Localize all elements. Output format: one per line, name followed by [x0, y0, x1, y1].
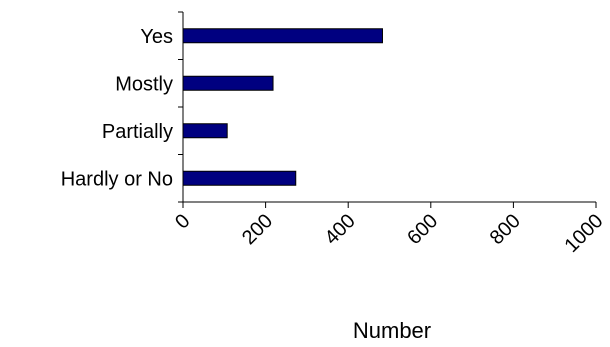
category-label: Partially [102, 121, 173, 143]
y-ticks-group: Yes Mostly Partially Hardly or No [61, 11, 183, 203]
bar-partially [182, 123, 228, 139]
x-ticks-group: 0 200 400 600 800 1000 [171, 202, 608, 257]
category-label: Yes [140, 26, 173, 48]
x-tick-label: 800 [486, 210, 525, 249]
bar-yes [182, 28, 383, 44]
x-tick-label: 400 [321, 210, 360, 249]
x-axis-title: Number [353, 318, 431, 343]
x-tick-label: 0 [171, 210, 194, 233]
category-label: Hardly or No [61, 168, 173, 190]
category-label: Mostly [115, 73, 173, 95]
bar-mostly [182, 75, 274, 91]
x-tick-label: 1000 [561, 210, 608, 257]
x-tick-label: 600 [403, 210, 442, 249]
bar-hardly-or-no [182, 170, 297, 186]
x-tick-label: 200 [238, 210, 277, 249]
bars-group [182, 28, 383, 186]
